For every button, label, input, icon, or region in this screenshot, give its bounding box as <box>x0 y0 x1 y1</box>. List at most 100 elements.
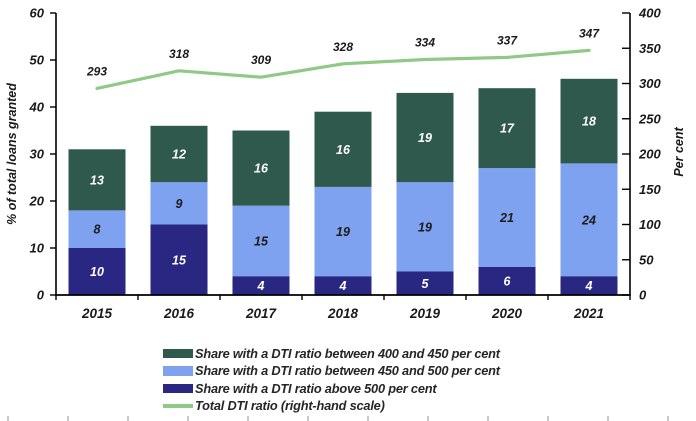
bar-segment <box>314 186 372 277</box>
left-axis-tick-label: 10 <box>30 241 45 256</box>
right-axis-tick-label: 200 <box>638 147 661 162</box>
bar-segment <box>560 78 618 164</box>
bar-segment <box>314 276 372 295</box>
line-point-value-label: 334 <box>415 36 435 50</box>
line-point-value-label: 309 <box>251 53 271 67</box>
table-grid-tick <box>187 416 189 421</box>
total-dti-line <box>95 48 591 91</box>
right-axis-tick-label: 400 <box>638 6 661 21</box>
legend-label: Share with a DTI ratio between 450 and 5… <box>195 363 500 379</box>
bar-segment <box>560 163 618 277</box>
x-axis-category-label: 2020 <box>491 306 523 321</box>
bar-segment-value-label: 18 <box>582 115 596 129</box>
right-axis-tick-label: 350 <box>639 41 661 56</box>
left-axis-tick-label: 0 <box>37 288 45 303</box>
table-grid-tick <box>127 416 129 421</box>
legend-line-swatch <box>163 404 193 408</box>
left-axis-title: % of total loans granted <box>5 83 19 225</box>
right-axis-tick-label: 100 <box>639 217 661 232</box>
line-point-value-label: 293 <box>86 64 107 78</box>
x-axis-category-label: 2018 <box>327 306 359 321</box>
legend-item: Total DTI ratio (right-hand scale) <box>163 397 500 414</box>
table-grid-tick <box>307 416 309 421</box>
bar-segment-value-label: 15 <box>254 234 269 248</box>
table-grid-tick <box>247 416 249 421</box>
bar-segment-value-label: 4 <box>585 279 593 293</box>
chart-legend: Share with a DTI ratio between 400 and 4… <box>163 345 500 415</box>
table-grid-tick <box>427 416 429 421</box>
right-axis-tick-label: 300 <box>639 76 661 91</box>
bar-segment-value-label: 12 <box>172 148 186 162</box>
line-point-value-label: 347 <box>579 26 600 40</box>
bar-segment <box>150 182 208 225</box>
table-grid-tick <box>667 416 669 421</box>
bar-segment-value-label: 15 <box>172 253 187 267</box>
bar-segment-value-label: 4 <box>257 279 265 293</box>
bar-segment <box>232 276 290 295</box>
bar-segment-value-label: 9 <box>176 197 183 211</box>
line-point-value-label: 328 <box>333 40 353 54</box>
bar-segment <box>232 205 290 277</box>
legend-item: Share with a DTI ratio between 450 and 5… <box>163 362 500 379</box>
bar-segment-value-label: 5 <box>422 277 430 291</box>
line-point-value-label: 318 <box>169 47 189 61</box>
table-grid-tick <box>607 416 609 421</box>
legend-color-swatch <box>163 383 193 394</box>
bar-segment <box>68 248 126 295</box>
left-axis-tick-label: 30 <box>30 147 45 162</box>
legend-item: Share with a DTI ratio above 500 per cen… <box>163 380 500 397</box>
bar-segment-value-label: 13 <box>90 173 104 187</box>
table-grid-tick <box>487 416 489 421</box>
left-axis-tick-label: 50 <box>30 53 45 68</box>
bar-segment-value-label: 16 <box>254 162 269 176</box>
bar-segment-value-label: 21 <box>499 211 514 225</box>
line-point-value-label: 337 <box>497 33 518 47</box>
right-axis-tick-label: 150 <box>639 182 661 197</box>
bar-segment-value-label: 4 <box>339 279 347 293</box>
bar-segment-value-label: 10 <box>90 265 104 279</box>
bar-segment <box>150 125 208 183</box>
right-axis-tick-label: 0 <box>639 288 647 303</box>
legend-label: Share with a DTI ratio above 500 per cen… <box>195 380 437 396</box>
x-axis-category-label: 2016 <box>163 306 195 321</box>
bar-segment <box>478 266 536 295</box>
bar-segment-value-label: 16 <box>336 143 351 157</box>
legend-item: Share with a DTI ratio between 400 and 4… <box>163 345 500 362</box>
bar-segment <box>68 149 126 211</box>
bar-segment <box>150 224 208 295</box>
left-axis-tick-label: 40 <box>29 100 45 115</box>
bar-segment <box>232 130 290 206</box>
bar-segment-value-label: 19 <box>336 225 350 239</box>
legend-label: Share with a DTI ratio between 400 and 4… <box>195 346 500 361</box>
table-grid-tick <box>547 416 549 421</box>
bar-segment <box>396 182 454 272</box>
x-axis-category-label: 2019 <box>409 306 441 321</box>
table-grid-tick <box>367 416 369 421</box>
table-grid-tick <box>67 416 69 421</box>
bar-segment-value-label: 24 <box>581 213 596 227</box>
right-axis-tick-label: 50 <box>639 252 654 267</box>
bar-segment-value-label: 19 <box>418 220 432 234</box>
legend-color-swatch <box>163 348 193 359</box>
x-axis-category-label: 2021 <box>573 306 604 321</box>
bar-segment <box>478 168 536 267</box>
left-axis-tick-label: 20 <box>29 194 45 209</box>
bar-segment <box>396 92 454 183</box>
bar-segment <box>478 88 536 169</box>
bar-segment-value-label: 17 <box>500 122 515 136</box>
bar-segment-value-label: 8 <box>94 223 101 237</box>
bar-segment <box>396 271 454 295</box>
bar-segment <box>314 111 372 187</box>
legend-label: Total DTI ratio (right-hand scale) <box>195 398 385 414</box>
x-axis-category-label: 2017 <box>245 306 278 321</box>
right-axis-title: Per cent <box>672 127 686 177</box>
legend-color-swatch <box>163 366 193 376</box>
bar-segment-value-label: 19 <box>418 131 432 145</box>
right-axis-tick-label: 250 <box>638 111 661 126</box>
x-axis-category-label: 2015 <box>81 306 113 321</box>
bar-segment <box>68 210 126 248</box>
bar-segment-value-label: 6 <box>504 274 512 288</box>
bar-segment <box>560 276 618 295</box>
